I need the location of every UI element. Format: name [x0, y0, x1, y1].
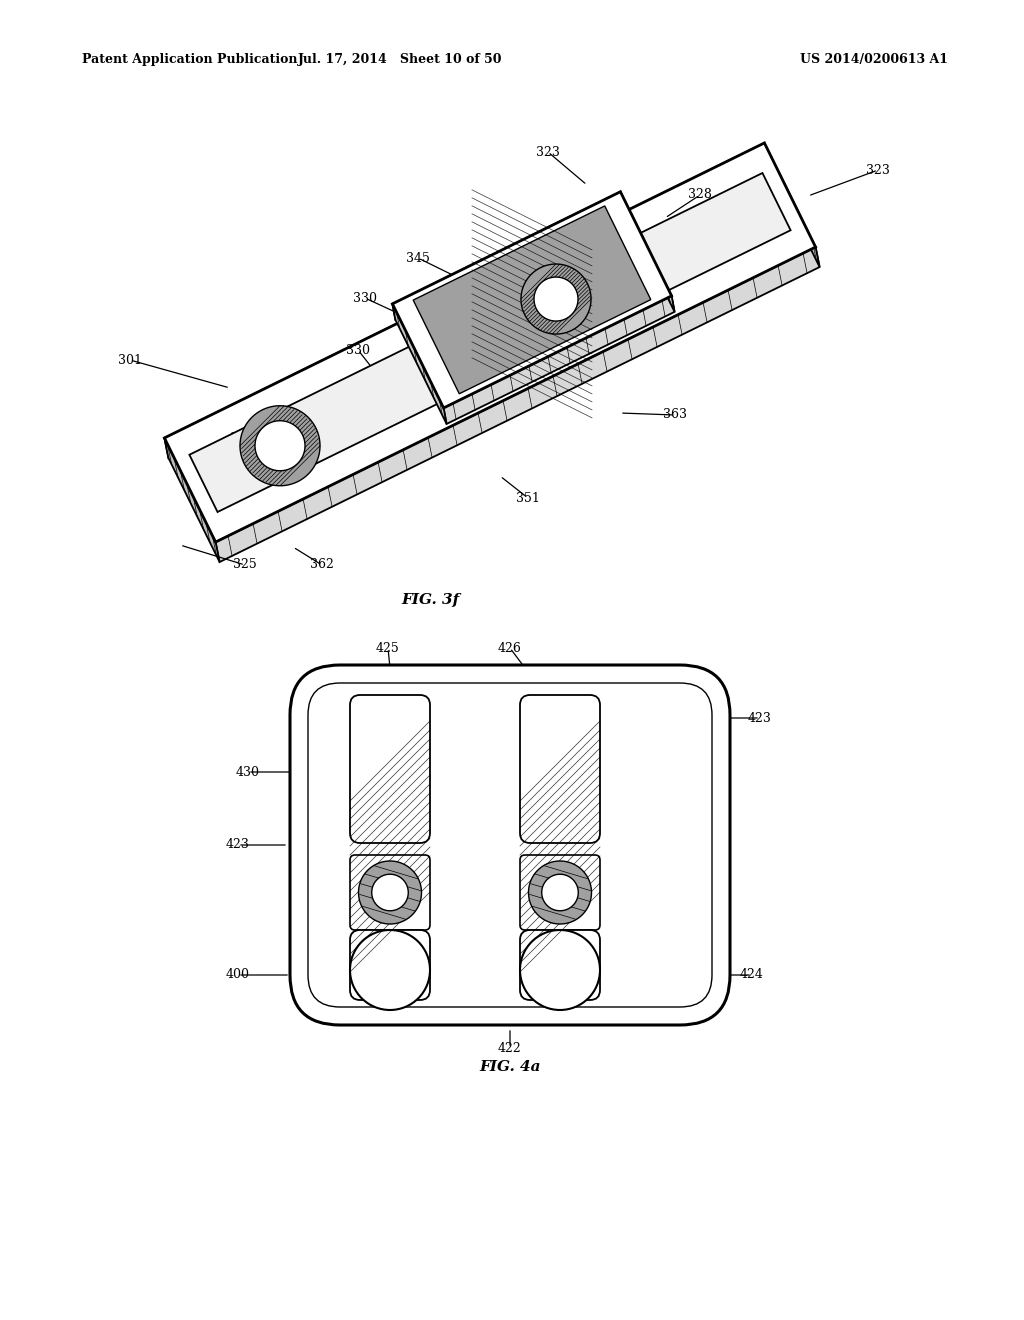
Polygon shape [240, 405, 319, 486]
Polygon shape [443, 296, 675, 424]
Text: Jul. 17, 2014   Sheet 10 of 50: Jul. 17, 2014 Sheet 10 of 50 [298, 54, 502, 66]
Text: 301: 301 [118, 354, 142, 367]
Text: FIG. 4a: FIG. 4a [479, 1060, 541, 1074]
Polygon shape [165, 438, 219, 562]
Circle shape [520, 931, 600, 1010]
Polygon shape [255, 421, 305, 471]
Text: 445: 445 [678, 793, 701, 807]
Text: 424: 424 [740, 969, 764, 982]
Text: 430: 430 [636, 766, 660, 779]
Polygon shape [392, 191, 672, 408]
Polygon shape [414, 206, 651, 393]
Text: 430: 430 [236, 766, 260, 779]
Text: US 2014/0200613 A1: US 2014/0200613 A1 [800, 54, 948, 66]
Text: 422: 422 [498, 1041, 522, 1055]
Polygon shape [392, 191, 624, 319]
Polygon shape [542, 874, 579, 911]
FancyBboxPatch shape [350, 855, 430, 931]
Polygon shape [621, 191, 675, 312]
FancyBboxPatch shape [290, 665, 730, 1026]
FancyBboxPatch shape [520, 931, 600, 1001]
Text: 362: 362 [310, 558, 334, 572]
Circle shape [350, 931, 430, 1010]
Text: 330: 330 [353, 292, 377, 305]
FancyBboxPatch shape [520, 855, 600, 931]
FancyBboxPatch shape [350, 696, 430, 843]
FancyBboxPatch shape [350, 931, 430, 1001]
Text: 345: 345 [230, 432, 254, 445]
Text: 423: 423 [749, 711, 772, 725]
Text: 423: 423 [226, 838, 250, 851]
FancyBboxPatch shape [520, 696, 600, 843]
Text: 328: 328 [688, 189, 712, 202]
Polygon shape [165, 143, 815, 543]
Text: 325: 325 [233, 558, 257, 572]
Text: 330: 330 [346, 343, 370, 356]
Text: FIG. 3f: FIG. 3f [401, 593, 459, 607]
Polygon shape [189, 173, 791, 512]
Polygon shape [358, 861, 422, 924]
Text: 363: 363 [663, 408, 687, 421]
Polygon shape [521, 264, 591, 334]
Text: 425: 425 [376, 642, 400, 655]
Text: 426: 426 [498, 642, 522, 655]
Text: Patent Application Publication: Patent Application Publication [82, 54, 298, 66]
Polygon shape [392, 304, 446, 424]
Polygon shape [372, 874, 409, 911]
Polygon shape [216, 247, 819, 562]
Polygon shape [165, 143, 768, 458]
Polygon shape [528, 861, 592, 924]
Text: 345: 345 [407, 252, 430, 264]
Text: 323: 323 [866, 164, 890, 177]
Text: 323: 323 [536, 145, 560, 158]
Text: 351: 351 [516, 491, 540, 504]
Text: 400: 400 [226, 969, 250, 982]
Polygon shape [764, 143, 819, 267]
Polygon shape [534, 277, 578, 321]
